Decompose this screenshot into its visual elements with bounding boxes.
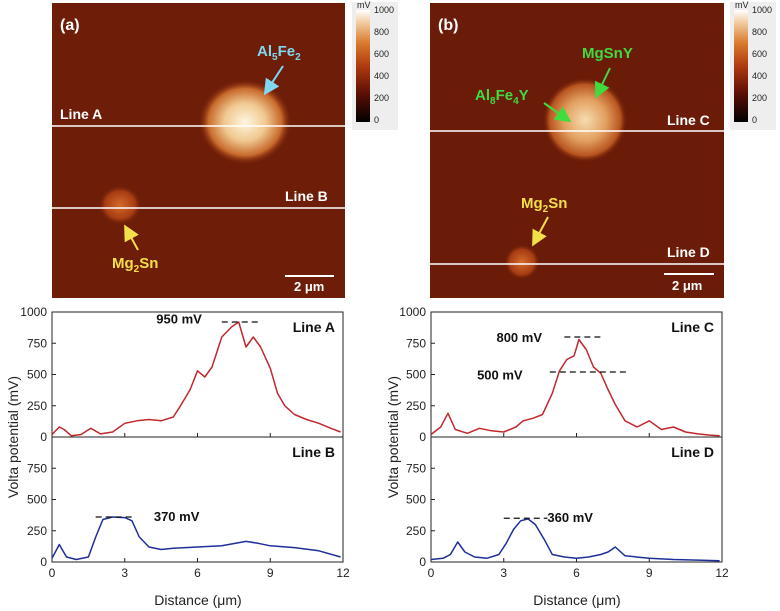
y-tick-label: 250: [406, 399, 426, 413]
profile-line: [51, 321, 341, 437]
mgsny-particle: [543, 78, 627, 162]
colorbar-a-tick: 800: [374, 27, 389, 37]
x-tick-label: 3: [500, 566, 507, 580]
x-tick-label: 6: [573, 566, 580, 580]
profile-line: [430, 338, 720, 437]
x-tick-label: 9: [267, 566, 274, 580]
y-tick-label: 0: [419, 430, 426, 444]
mgsny-arrow: [594, 67, 611, 99]
profile-label: Line C: [671, 319, 714, 335]
al8fe4y-arrow: [543, 102, 572, 123]
colorbar-b-gradient: [734, 10, 748, 122]
colorbar-b-tick: 1000: [752, 5, 772, 15]
y-tick-label: 250: [406, 524, 426, 538]
x-tick-label: 3: [121, 566, 128, 580]
scale-bar-a-label: 2 μm: [294, 279, 324, 294]
scale-bar-b-label: 2 μm: [672, 278, 702, 293]
mg2sn-particle-b: [504, 244, 540, 280]
profile-line: [430, 518, 720, 562]
colorbar-b-tick: 0: [752, 115, 757, 125]
y-tick-label: 250: [27, 524, 47, 538]
mg2sn-arrow-b: [532, 216, 549, 247]
annotation-label: 500 mV: [477, 368, 523, 383]
colorbar-b-tick: 200: [752, 93, 767, 103]
line-a-map-label: Line A: [60, 106, 102, 122]
y-axis-title-left: Volta potential (mV): [5, 376, 21, 498]
map-panel-b: (b) Line C Line D MgSnY Al8Fe4Y Mg2Sn 2 …: [430, 3, 724, 298]
mgsny-label: MgSnY: [582, 45, 633, 62]
panel-b-label: (b): [438, 17, 458, 34]
annotation-label: 370 mV: [154, 509, 200, 524]
al5fe2-particle: [199, 80, 291, 164]
y-tick-label: 750: [406, 336, 426, 350]
x-axis-title-right: Distance (μm): [533, 592, 620, 608]
line-c-map-label: Line C: [667, 112, 710, 128]
map-a-background: [52, 3, 345, 298]
colorbar-b-tick: 400: [752, 71, 767, 81]
colorbar-a-tick: 200: [374, 93, 389, 103]
colorbar-a-tick: 400: [374, 71, 389, 81]
mg2sn-particle-a: [98, 185, 142, 225]
y-tick-label: 750: [406, 461, 426, 475]
annotation-label: 360 mV: [547, 510, 593, 525]
y-tick-label: 500: [406, 368, 426, 382]
y-axis-title-right: Volta potential (mV): [385, 376, 401, 498]
y-tick-label: 0: [40, 555, 47, 569]
al5fe2-label: Al5Fe2: [257, 43, 301, 63]
x-tick-label: 12: [715, 566, 729, 580]
colorbar-a-gradient: [356, 10, 370, 122]
y-tick-label: 0: [419, 555, 426, 569]
colorbar-a: mV 1000 800 600 400 200 0: [352, 0, 398, 130]
y-tick-label: 0: [40, 430, 47, 444]
al5fe2-arrow: [263, 65, 284, 96]
annotation-label: 950 mV: [156, 311, 202, 326]
x-tick-label: 0: [428, 566, 435, 580]
y-tick-label: 750: [27, 336, 47, 350]
x-tick-label: 0: [49, 566, 56, 580]
panel-a-label: (a): [60, 17, 80, 34]
x-axis-title-left: Distance (μm): [154, 592, 241, 608]
line-d-map-label: Line D: [667, 244, 710, 260]
map-panel-a: (a) Line A Line B Al5Fe2 Mg2Sn 2 μm: [52, 3, 345, 298]
colorbar-a-tick: 1000: [374, 5, 394, 15]
y-tick-label: 750: [27, 461, 47, 475]
line-b-map-label: Line B: [285, 188, 328, 204]
colorbar-b: mV 1000 800 600 400 200 0: [730, 0, 776, 130]
x-tick-label: 9: [646, 566, 653, 580]
colorbar-b-tick: 800: [752, 27, 767, 37]
mg2sn-arrow-a: [124, 224, 139, 251]
y-tick-label: 500: [27, 493, 47, 507]
y-tick-label: 500: [406, 493, 426, 507]
colorbar-a-unit: mV: [357, 0, 371, 10]
y-tick-label: 250: [27, 399, 47, 413]
al8fe4y-label: Al8Fe4Y: [475, 87, 529, 107]
colorbar-a-tick: 600: [374, 49, 389, 59]
x-tick-label: 12: [336, 566, 350, 580]
colorbar-b-unit: mV: [735, 0, 749, 10]
y-tick-label: 1000: [20, 305, 47, 319]
annotation-label: 800 mV: [496, 330, 542, 345]
profile-label: Line A: [293, 319, 335, 335]
y-tick-label: 1000: [399, 305, 426, 319]
profile-line: [51, 516, 341, 561]
line-profile-plots: 0 250 500 750 1000 Line A 950 mV 0 250 500 750 0 3 6 9…: [20, 305, 729, 580]
profile-label: Line B: [292, 444, 335, 460]
x-tick-label: 6: [194, 566, 201, 580]
profile-label: Line D: [671, 444, 714, 460]
mg2sn-label-a: Mg2Sn: [112, 255, 158, 275]
colorbar-a-tick: 0: [374, 115, 379, 125]
mg2sn-label-b: Mg2Sn: [521, 195, 567, 215]
colorbar-b-tick: 600: [752, 49, 767, 59]
y-tick-label: 500: [27, 368, 47, 382]
